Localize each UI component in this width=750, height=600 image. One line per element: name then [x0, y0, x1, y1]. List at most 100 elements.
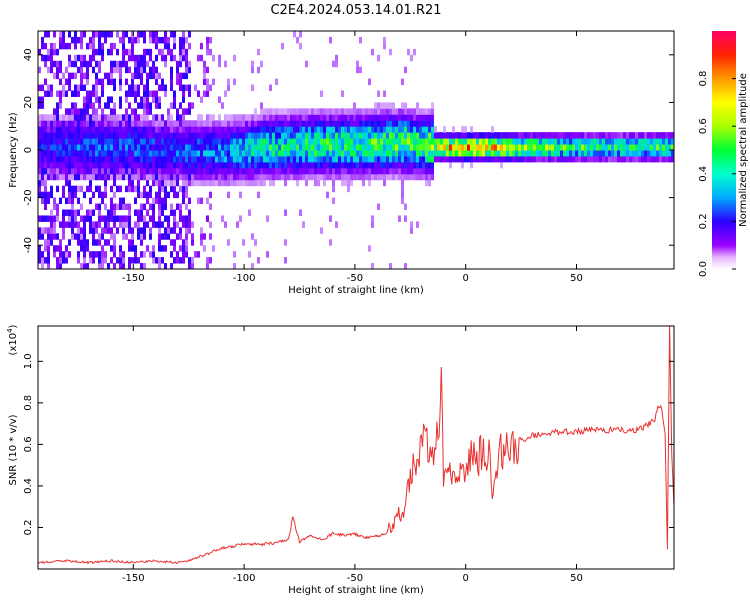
spectrogram-cell — [140, 227, 143, 234]
spectrogram-cell — [341, 161, 344, 169]
spectrogram-cell — [80, 36, 83, 44]
spectrogram-cell — [557, 144, 560, 151]
spectrogram-cell — [128, 185, 131, 193]
spectrogram-cell — [380, 102, 383, 109]
spectrogram-cell — [290, 120, 293, 127]
spectrogram-cell — [335, 155, 338, 163]
spectrogram-cell — [122, 60, 125, 68]
spectrogram-cell — [356, 114, 359, 121]
spectrogram-cell — [128, 114, 131, 121]
spectrogram-cell — [566, 150, 569, 157]
spectrogram-cell — [377, 120, 380, 127]
spectrogram-cell — [317, 161, 320, 169]
spectrogram-cell — [590, 144, 593, 151]
spectrogram-cell — [47, 155, 50, 163]
spectrogram-cell — [209, 155, 212, 163]
spectrogram-cell — [572, 155, 575, 163]
spectrogram-cell — [524, 132, 527, 139]
spectrogram-cell — [653, 138, 656, 145]
spectrogram-cell — [413, 173, 416, 181]
spectrogram-cell — [158, 263, 161, 269]
spectrogram-cell — [281, 167, 284, 175]
spectrogram-cell — [524, 155, 527, 163]
spectrogram-cell — [428, 150, 431, 157]
spectrogram-cell — [62, 221, 65, 228]
spectrogram-cell — [317, 114, 320, 121]
spectrogram-cell — [143, 114, 146, 121]
spectrogram-cell — [41, 167, 44, 175]
spectrogram-cell — [137, 185, 140, 193]
snr-y-tick-label: 0.6 — [23, 436, 34, 452]
spectrogram-cell — [527, 150, 530, 157]
spectrogram-cell — [71, 233, 74, 240]
spectrogram-cell — [89, 257, 92, 264]
spectrogram-cell — [272, 114, 275, 121]
spectrogram-cell — [350, 150, 353, 157]
spectrogram-cell — [461, 150, 464, 157]
spectrogram-cell — [524, 144, 527, 151]
spectrogram-cell — [251, 263, 254, 269]
spectrogram-cell — [365, 126, 368, 133]
spectrogram-cell — [146, 126, 149, 133]
spectrogram-cell — [353, 155, 356, 163]
spectrogram-cell — [173, 138, 176, 145]
spectrogram-cell — [338, 150, 341, 157]
spectrogram-cell — [122, 54, 125, 62]
spectrogram-cell — [407, 173, 410, 181]
spectrogram-cell — [176, 72, 179, 80]
spectrogram-cell — [71, 72, 74, 80]
snr-x-tick-label: 50 — [570, 573, 583, 584]
spectrogram-cell — [500, 144, 503, 151]
spectrogram-cell — [650, 138, 653, 145]
spectrogram-cell — [131, 173, 134, 181]
spectrogram-cell — [194, 173, 197, 181]
spectrogram-cell — [98, 215, 101, 222]
spectrogram-cell — [533, 132, 536, 139]
spectrogram-cell — [257, 120, 260, 127]
spectrogram-cell — [356, 173, 359, 181]
spectrogram-cell — [128, 66, 131, 74]
spectrogram-cell — [119, 221, 122, 228]
spectrogram-cell — [149, 161, 152, 169]
spectrogram-cell — [98, 48, 101, 56]
spectrogram-cell — [377, 132, 380, 139]
spectrogram-cell — [425, 167, 428, 175]
spectrogram-cell — [50, 54, 53, 62]
spectrogram-cell — [59, 114, 62, 121]
spectrogram-cell — [41, 257, 44, 264]
spectrogram-cell — [374, 161, 377, 169]
spectrogram-cell — [209, 144, 212, 151]
spectrogram-cell — [101, 155, 104, 163]
spectrogram-cell — [128, 173, 131, 181]
spectrogram-cell — [218, 120, 221, 127]
spectrogram-cell — [113, 239, 116, 246]
spectrogram-cell — [140, 31, 143, 38]
spectrogram-cell — [563, 144, 566, 151]
spectrogram-cell — [185, 233, 188, 240]
spectrogram-cell — [659, 138, 662, 145]
spectrogram-cell — [248, 132, 251, 139]
spectrogram-cell — [113, 245, 116, 252]
spectrogram-cell — [491, 138, 494, 145]
spectrogram-cell — [101, 84, 104, 91]
spectrogram-cell — [176, 173, 179, 181]
spectrogram-cell — [644, 138, 647, 145]
spectrogram-cell — [77, 221, 80, 228]
spectrogram-cell — [104, 227, 107, 234]
spectrogram-cell — [389, 114, 392, 121]
spectrogram-cell — [158, 215, 161, 222]
spectrogram-cell — [371, 120, 374, 127]
spectrogram-cell — [47, 251, 50, 258]
spectrogram-cell — [353, 150, 356, 157]
spectrogram-cell — [152, 132, 155, 139]
spectrogram-cell — [371, 161, 374, 169]
spectrogram-cell — [182, 108, 185, 115]
spectrogram-cell — [371, 114, 374, 121]
spectrogram-cell — [89, 102, 92, 109]
spectrogram-cell — [158, 227, 161, 234]
spectrogram-cell — [605, 155, 608, 163]
spectrogram-cell — [422, 161, 425, 169]
spectrogram-cell — [185, 138, 188, 145]
spectrogram-cell — [509, 155, 512, 163]
spectrogram-cell — [65, 126, 68, 133]
